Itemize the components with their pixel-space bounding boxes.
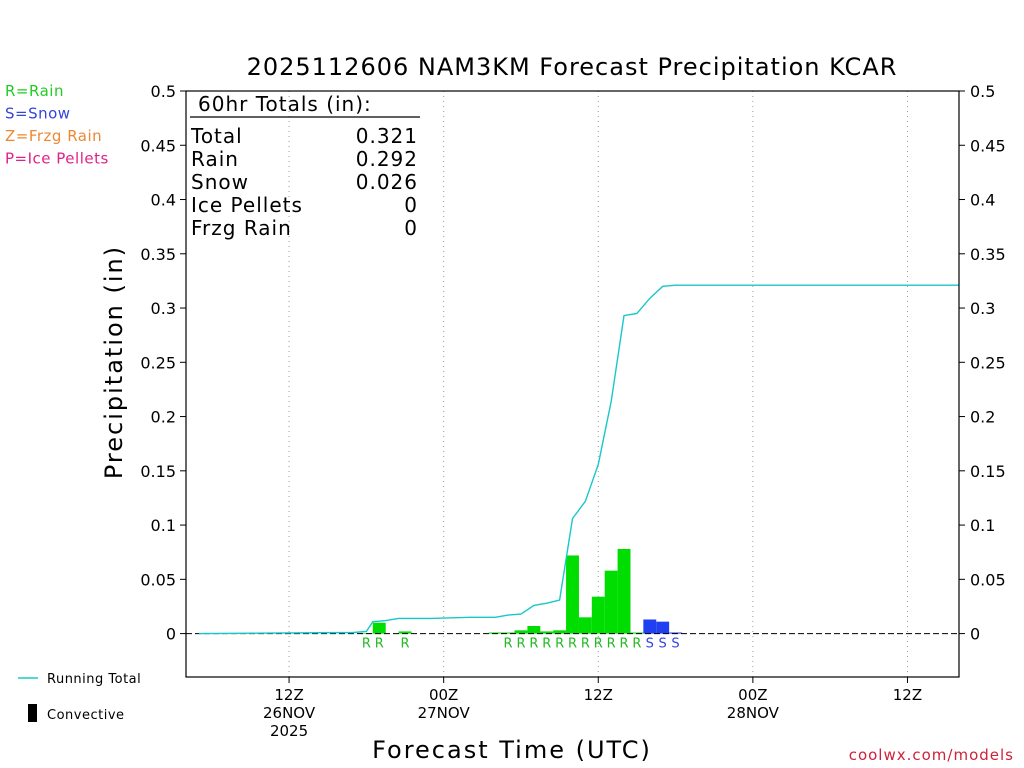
precip-bar	[604, 570, 618, 634]
y-axis-right: 0 0.05 0.1 0.15 0.2 0.25 0.3 0.35 0.4 0.45 0.5	[959, 82, 1006, 644]
precip-bar	[669, 632, 683, 634]
convective-legend: Convective	[28, 704, 125, 723]
totals-row-value: 0.321	[356, 124, 418, 148]
totals-row-label: Frzg Rain	[191, 216, 292, 240]
y-tick-label: 0.05	[970, 570, 1006, 589]
credit-text: coolwx.com/models	[849, 746, 1014, 764]
precip-type-legend-entry: Z=Frzg Rain	[5, 127, 102, 145]
precip-type-code: R	[375, 637, 384, 652]
y-tick-label: 0.15	[140, 462, 176, 481]
totals-row-value: 0.026	[356, 170, 418, 194]
precip-type-code: S	[659, 637, 667, 652]
precip-type-code: R	[504, 637, 513, 652]
y-tick-label: 0.5	[151, 82, 176, 101]
y-axis-label: Precipitation (in)	[100, 245, 128, 479]
precip-type-code: R	[362, 637, 371, 652]
precip-type-legend: R=Rain S=Snow Z=Frzg Rain P=Ice Pellets	[5, 82, 109, 168]
precip-bar	[514, 630, 528, 634]
y-tick-label: 0	[166, 625, 176, 644]
totals-header: 60hr Totals (in):	[198, 92, 372, 116]
precip-bar	[591, 596, 605, 634]
precip-type-code: R	[555, 637, 564, 652]
precip-type-code: R	[542, 637, 551, 652]
totals-row-label: Total	[190, 124, 243, 148]
plot-frame	[185, 90, 960, 678]
precip-type-code: R	[516, 637, 525, 652]
x-tick-label: 12Z	[893, 686, 922, 704]
precip-type-code: S	[671, 637, 679, 652]
totals-row-value: 0.292	[356, 147, 418, 171]
precip-type-legend-entry: R=Rain	[5, 82, 64, 100]
running-total-legend-label: Running Total	[47, 672, 141, 687]
x-tick-label: 26NOV	[263, 704, 316, 722]
precip-type-legend-entry: S=Snow	[5, 105, 71, 123]
precip-bar	[553, 630, 567, 634]
totals-box: 60hr Totals (in): Total 0.321 Rain 0.292 Snow…	[190, 92, 420, 240]
precip-bar	[540, 631, 554, 634]
y-tick-label: 0	[970, 625, 980, 644]
y-tick-label: 0.1	[970, 516, 995, 535]
totals-row-label: Ice Pellets	[191, 193, 303, 217]
y-tick-label: 0.4	[970, 191, 995, 210]
y-tick-label: 0.3	[151, 299, 176, 318]
x-axis-label: Forecast Time (UTC)	[372, 736, 652, 764]
totals-row-value: 0	[404, 216, 418, 240]
precip-bars	[359, 548, 683, 634]
precip-type-code: S	[646, 637, 654, 652]
precip-type-code: R	[620, 637, 629, 652]
precip-bar	[643, 619, 657, 634]
x-tick-label: 12Z	[274, 686, 303, 704]
y-tick-label: 0.2	[970, 408, 995, 427]
x-tick-label: 00Z	[738, 686, 767, 704]
precip-type-legend-entry: P=Ice Pellets	[5, 150, 109, 168]
running-total-legend: Running Total	[18, 672, 141, 687]
precip-type-code: R	[594, 637, 603, 652]
y-tick-label: 0.35	[140, 245, 176, 264]
x-tick-label: 28NOV	[727, 704, 780, 722]
y-tick-label: 0.25	[140, 353, 176, 372]
totals-row-value: 0	[404, 193, 418, 217]
precip-bar	[566, 555, 579, 634]
totals-row-label: Rain	[191, 147, 239, 171]
precip-type-code: R	[632, 637, 641, 652]
precip-type-code: R	[400, 637, 409, 652]
precip-bar	[617, 548, 631, 634]
precip-type-code: R	[568, 637, 577, 652]
y-tick-label: 0.5	[970, 82, 995, 101]
precip-bar	[527, 625, 541, 634]
x-tick-label: 00Z	[429, 686, 458, 704]
precip-bar	[501, 632, 515, 634]
precip-bar	[630, 632, 644, 634]
y-tick-label: 0.25	[970, 353, 1006, 372]
precip-bar	[656, 621, 670, 634]
y-tick-label: 0.45	[140, 136, 176, 155]
y-tick-label: 0.05	[140, 570, 176, 589]
convective-legend-label: Convective	[47, 708, 125, 723]
precip-bar	[398, 631, 412, 634]
y-tick-label: 0.3	[970, 299, 995, 318]
x-tick-label: 27NOV	[418, 704, 471, 722]
running-total-line	[198, 284, 959, 635]
y-tick-label: 0.1	[151, 516, 176, 535]
y-axis-left: 0 0.05 0.1 0.15 0.2 0.25 0.3 0.35 0.4 0.45 0.5	[140, 82, 186, 644]
precip-type-code: R	[581, 637, 590, 652]
convective-legend-swatch	[28, 704, 37, 722]
precip-bar	[488, 632, 502, 634]
y-tick-label: 0.45	[970, 136, 1006, 155]
totals-row-label: Snow	[191, 170, 249, 194]
chart-title: 2025112606 NAM3KM Forecast Precipitation…	[247, 53, 898, 81]
precip-type-code: R	[529, 637, 538, 652]
x-tick-label: 2025	[270, 722, 308, 740]
y-tick-label: 0.15	[970, 462, 1006, 481]
y-tick-label: 0.35	[970, 245, 1006, 264]
y-tick-label: 0.2	[151, 408, 176, 427]
precip-bar	[578, 617, 592, 634]
x-tick-label: 12Z	[584, 686, 613, 704]
y-tick-label: 0.4	[151, 191, 176, 210]
precip-type-code: R	[607, 637, 616, 652]
precip-bar	[372, 622, 386, 634]
